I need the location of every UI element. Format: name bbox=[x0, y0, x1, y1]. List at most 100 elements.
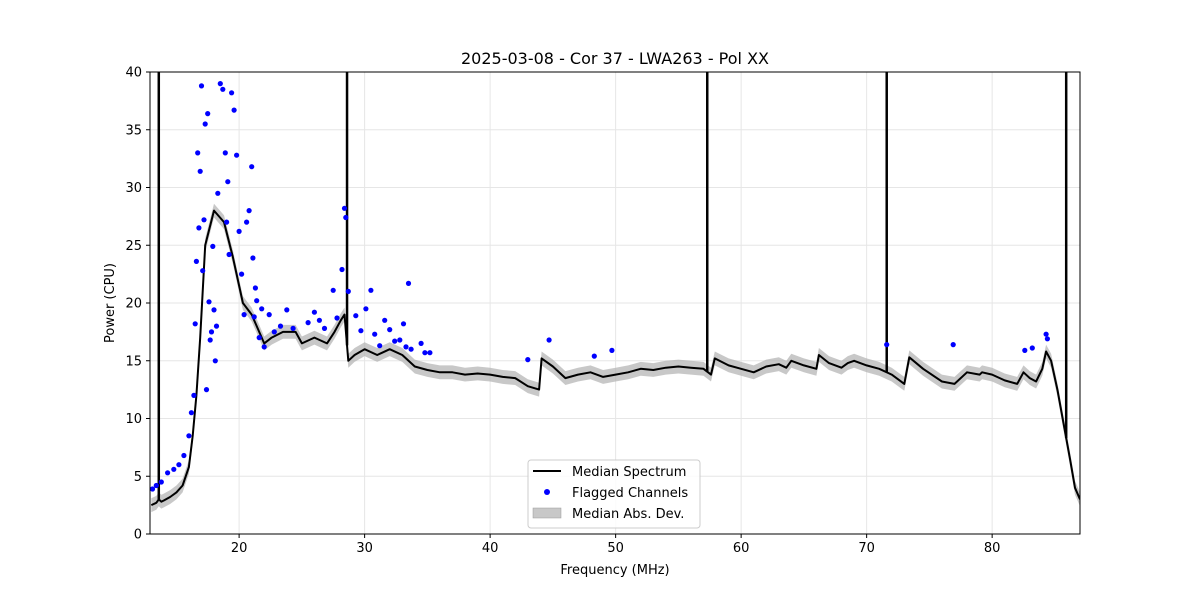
flagged-channel-point bbox=[181, 452, 187, 459]
y-tick-label: 25 bbox=[125, 239, 142, 254]
flagged-channel-point bbox=[203, 387, 210, 393]
flagged-channel-point bbox=[382, 317, 388, 323]
flagged-channel-point bbox=[392, 338, 398, 344]
x-tick-label: 70 bbox=[858, 541, 875, 556]
flagged-channel-point bbox=[212, 358, 218, 364]
flagged-channel-point bbox=[546, 337, 552, 343]
flagged-channel-point bbox=[200, 268, 206, 274]
flagged-channel-point bbox=[277, 323, 284, 329]
y-tick-label: 30 bbox=[125, 181, 142, 196]
x-tick-label: 80 bbox=[984, 541, 1001, 556]
flagged-channel-point bbox=[239, 271, 245, 277]
flagged-channel-point bbox=[251, 314, 257, 320]
x-axis-label: Frequency (MHz) bbox=[560, 563, 669, 578]
flagged-channel-point bbox=[609, 347, 615, 353]
plot-area bbox=[150, 72, 1080, 513]
flagged-channel-point bbox=[195, 150, 201, 156]
flagged-channel-point bbox=[220, 86, 226, 92]
chart-title: 2025-03-08 - Cor 37 - LWA263 - Pol XX bbox=[461, 49, 769, 68]
flagged-channel-point bbox=[316, 317, 322, 323]
flagged-channel-point bbox=[256, 335, 262, 341]
flagged-channel-point bbox=[198, 83, 205, 89]
flagged-channel-point bbox=[205, 111, 211, 117]
legend-mad-label: Median Abs. Dev. bbox=[572, 507, 684, 522]
flagged-channel-point bbox=[206, 299, 212, 305]
flagged-channel-point bbox=[252, 285, 258, 291]
flagged-channel-point bbox=[207, 337, 213, 343]
flagged-channel-point bbox=[171, 466, 177, 472]
flagged-channel-point bbox=[284, 307, 290, 313]
legend-median-label: Median Spectrum bbox=[572, 465, 686, 480]
legend-box bbox=[527, 459, 701, 529]
flagged-channel-point bbox=[150, 486, 156, 492]
flagged-channel-point bbox=[525, 357, 531, 363]
flagged-channel-point bbox=[188, 410, 194, 416]
flagged-channel-point bbox=[197, 168, 203, 174]
x-tick-label: 20 bbox=[231, 541, 248, 556]
flagged-channel-point bbox=[330, 287, 336, 293]
flagged-channel-point bbox=[427, 350, 433, 356]
flagged-channel-point bbox=[1029, 345, 1035, 351]
x-tick-label: 50 bbox=[607, 541, 624, 556]
x-tick-label: 60 bbox=[733, 541, 750, 556]
flagged-channel-point bbox=[186, 433, 192, 439]
flagged-channel-point bbox=[217, 81, 223, 87]
flagged-channel-point bbox=[165, 470, 171, 476]
flagged-channel-point bbox=[405, 280, 412, 286]
flagged-channel-point bbox=[244, 219, 250, 225]
flagged-channel-point bbox=[372, 331, 378, 337]
flagged-channel-point bbox=[311, 309, 317, 315]
legend: Median Spectrum Flagged Channels Median … bbox=[527, 459, 701, 529]
flagged-channel-point bbox=[368, 287, 374, 293]
flagged-channel-point bbox=[363, 306, 369, 312]
flagged-channel-point bbox=[225, 179, 231, 185]
flagged-channel-point bbox=[210, 243, 216, 249]
axis-ticks: 20 30 40 50 60 70 80 0 5 10 15 20 25 30 35 40 bbox=[125, 66, 1000, 557]
flagged-channel-point bbox=[176, 462, 182, 468]
y-tick-label: 20 bbox=[125, 297, 142, 312]
flagged-channel-point bbox=[422, 350, 428, 356]
y-tick-label: 35 bbox=[125, 123, 142, 138]
flagged-channel-point bbox=[343, 214, 349, 221]
flagged-channel-point bbox=[591, 353, 597, 359]
flagged-channel-point bbox=[290, 325, 296, 331]
flagged-channel-point bbox=[215, 190, 221, 196]
median-spectrum-line bbox=[150, 209, 1080, 507]
flagged-channel-point bbox=[408, 346, 414, 352]
flagged-channel-point bbox=[353, 313, 359, 319]
y-tick-label: 40 bbox=[125, 66, 142, 81]
flagged-channel-point bbox=[271, 329, 277, 335]
flagged-channel-point bbox=[241, 312, 247, 318]
flagged-channel-point bbox=[418, 340, 424, 346]
flagged-channel-point bbox=[246, 208, 252, 214]
flagged-channel-point bbox=[266, 312, 272, 318]
flagged-channel-point bbox=[259, 306, 265, 312]
legend-flagged-swatch bbox=[544, 489, 550, 495]
flagged-channel-point bbox=[231, 107, 237, 113]
flagged-channel-point bbox=[261, 344, 267, 350]
flagged-channel-point bbox=[341, 205, 348, 211]
flagged-channel-point bbox=[201, 217, 207, 223]
x-tick-label: 40 bbox=[482, 541, 499, 556]
flagged-channel-point bbox=[191, 392, 197, 398]
flagged-channel-point bbox=[250, 255, 256, 261]
flagged-channel-point bbox=[358, 328, 364, 334]
flagged-channel-point bbox=[387, 327, 393, 333]
flagged-channel-point bbox=[196, 225, 202, 231]
flagged-channel-point bbox=[226, 251, 232, 258]
y-axis-label: Power (CPU) bbox=[103, 263, 118, 343]
flagged-channel-point bbox=[202, 121, 208, 127]
flagged-channel-point bbox=[321, 325, 328, 331]
y-tick-label: 5 bbox=[134, 470, 142, 485]
flagged-channel-point bbox=[339, 266, 345, 273]
flagged-channel-point bbox=[192, 321, 198, 327]
y-tick-label: 0 bbox=[134, 528, 142, 543]
flagged-channel-point bbox=[1043, 331, 1049, 337]
flagged-channel-point bbox=[211, 307, 217, 313]
flagged-channel-point bbox=[884, 342, 890, 348]
flagged-channel-point bbox=[213, 323, 220, 329]
y-tick-label: 15 bbox=[125, 354, 142, 369]
flagged-channel-point bbox=[193, 258, 199, 264]
